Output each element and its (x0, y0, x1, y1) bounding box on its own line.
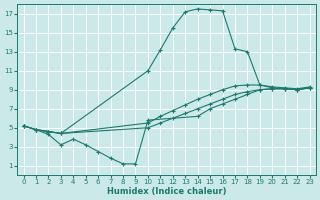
X-axis label: Humidex (Indice chaleur): Humidex (Indice chaleur) (107, 187, 226, 196)
